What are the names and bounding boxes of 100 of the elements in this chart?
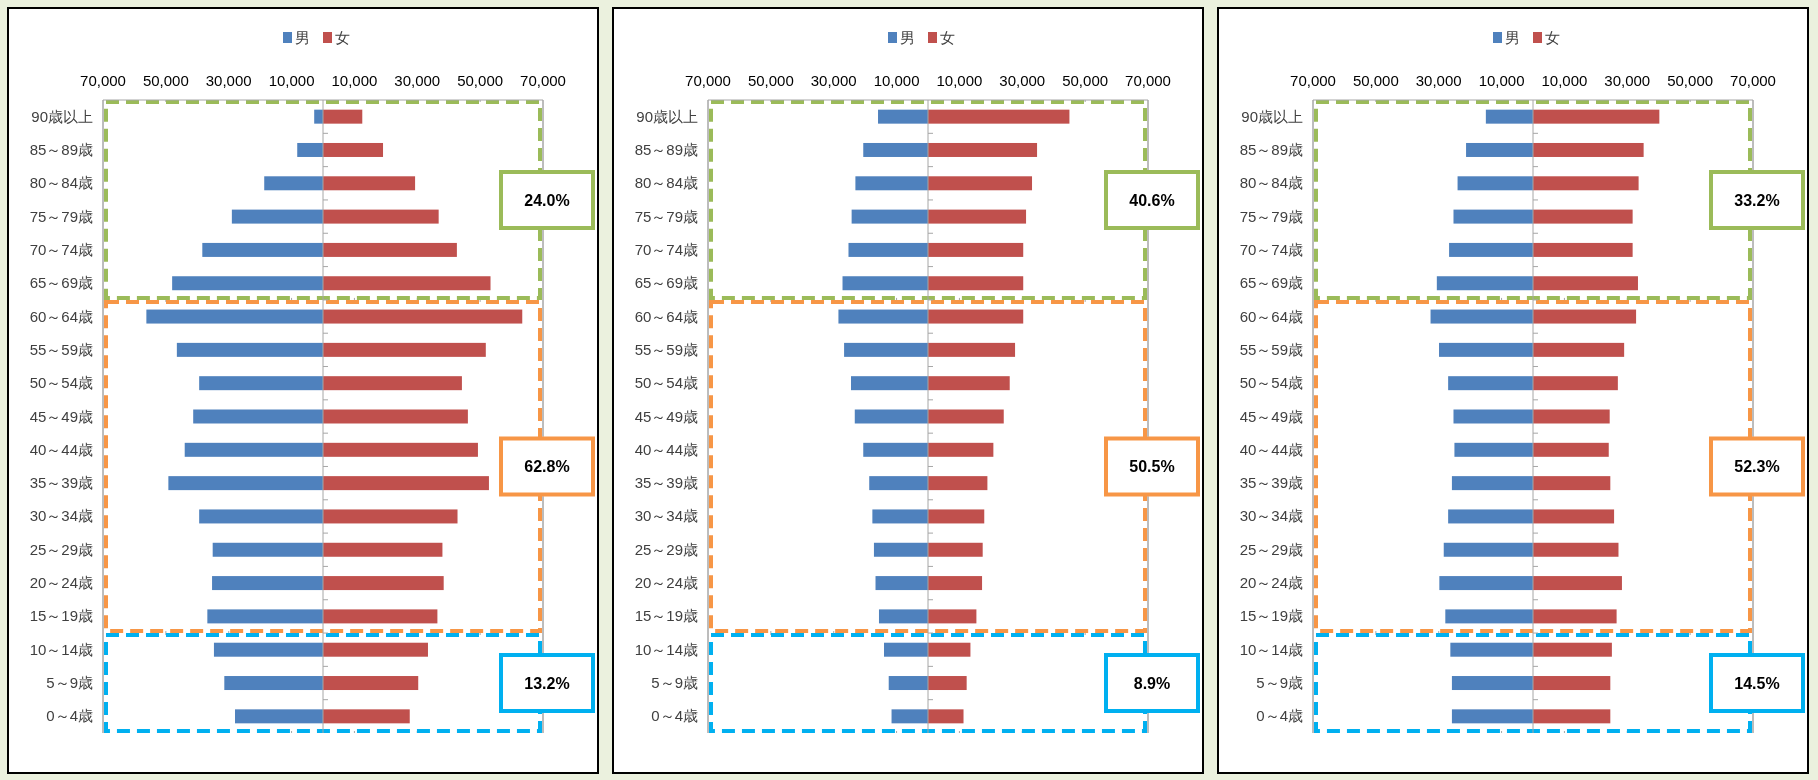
bar — [928, 642, 971, 657]
y-tick-label: 50～54歳 — [634, 374, 698, 392]
y-tick-label: 70～74歳 — [29, 240, 93, 258]
bar — [323, 276, 491, 291]
y-tick-label: 75～79歳 — [1239, 207, 1303, 225]
bar — [213, 642, 323, 657]
bar — [928, 609, 977, 624]
y-tick-label: 60～64歳 — [1239, 307, 1303, 325]
legend-label: 女 — [335, 29, 350, 46]
bar — [224, 676, 323, 691]
bar — [1533, 509, 1615, 524]
legend-label: 男 — [1505, 29, 1520, 46]
x-tick-label: 10,000 — [268, 72, 315, 89]
bar — [1533, 442, 1609, 457]
y-tick-label: 85～89歳 — [1239, 140, 1303, 158]
bar — [1457, 176, 1533, 191]
bar — [184, 442, 323, 457]
y-tick-label: 90歳以上 — [31, 107, 93, 125]
y-tick-label: 80～84歳 — [1239, 174, 1303, 192]
bar — [928, 509, 985, 524]
bar — [1533, 609, 1617, 624]
x-tick-label: 50,000 — [747, 72, 794, 89]
bar — [888, 676, 928, 691]
y-tick-label: 20～24歳 — [29, 574, 93, 592]
legend-label: 男 — [900, 29, 915, 46]
bar — [323, 142, 384, 157]
bar — [1533, 342, 1625, 357]
y-tick-label: 45～49歳 — [29, 407, 93, 425]
y-tick-label: 75～79歳 — [634, 207, 698, 225]
bar — [146, 309, 323, 324]
bar — [1533, 709, 1611, 724]
x-tick-label: 10,000 — [331, 72, 378, 89]
y-tick-label: 60～64歳 — [634, 307, 698, 325]
bar — [323, 542, 443, 557]
y-tick-label: 30～34歳 — [634, 507, 698, 525]
y-tick-label: 15～19歳 — [29, 607, 93, 625]
bar — [323, 576, 444, 591]
bar — [928, 409, 1004, 424]
bar — [842, 276, 928, 291]
bar — [323, 109, 363, 124]
bar — [1533, 142, 1644, 157]
y-tick-label: 25～29歳 — [634, 540, 698, 558]
x-tick-label: 50,000 — [1352, 72, 1399, 89]
bar — [207, 609, 323, 624]
y-tick-label: 10～14歳 — [1239, 640, 1303, 658]
bar — [854, 409, 928, 424]
bar — [1453, 209, 1533, 224]
bar — [848, 242, 928, 257]
x-tick-label: 10,000 — [936, 72, 983, 89]
y-tick-label: 40～44歳 — [29, 440, 93, 458]
bar — [928, 376, 1010, 391]
y-tick-label: 0～4歳 — [46, 707, 93, 725]
band-label: 62.8% — [524, 458, 570, 476]
bar — [928, 176, 1033, 191]
bar — [928, 142, 1038, 157]
bar — [872, 509, 928, 524]
bar — [928, 309, 1024, 324]
x-tick-label: 30,000 — [1415, 72, 1462, 89]
y-tick-label: 75～79歳 — [29, 207, 93, 225]
bar — [1533, 376, 1618, 391]
bar — [323, 642, 428, 657]
bar — [855, 176, 928, 191]
bar — [928, 109, 1070, 124]
bar — [1436, 276, 1533, 291]
bar — [863, 442, 928, 457]
bar — [1533, 209, 1633, 224]
y-tick-label: 85～89歳 — [29, 140, 93, 158]
y-tick-label: 5～9歳 — [1256, 674, 1303, 692]
bar — [1533, 309, 1637, 324]
y-tick-label: 0～4歳 — [651, 707, 698, 725]
bar — [1430, 309, 1533, 324]
y-tick-label: 45～49歳 — [634, 407, 698, 425]
bar — [878, 609, 928, 624]
bar — [1533, 109, 1660, 124]
y-tick-label: 10～14歳 — [634, 640, 698, 658]
band-label: 33.2% — [1734, 191, 1780, 209]
y-tick-label: 15～19歳 — [634, 607, 698, 625]
bar — [1451, 476, 1533, 491]
bar — [323, 409, 468, 424]
bar — [1533, 542, 1619, 557]
bar — [1454, 442, 1533, 457]
x-tick-label: 30,000 — [205, 72, 252, 89]
bar — [1533, 642, 1612, 657]
bar — [212, 542, 323, 557]
y-tick-label: 5～9歳 — [651, 674, 698, 692]
bar — [928, 242, 1024, 257]
bar — [928, 209, 1027, 224]
bar — [1448, 376, 1533, 391]
y-tick-label: 30～34歳 — [29, 507, 93, 525]
bar — [323, 309, 523, 324]
bar — [1451, 676, 1533, 691]
bar — [1466, 142, 1533, 157]
y-tick-label: 90歳以上 — [636, 107, 698, 125]
bar — [884, 642, 928, 657]
bar — [323, 209, 439, 224]
y-tick-label: 20～24歳 — [1239, 574, 1303, 592]
bar — [1439, 342, 1533, 357]
bar — [1445, 609, 1533, 624]
bar — [1533, 476, 1611, 491]
legend-label: 男 — [295, 29, 310, 46]
